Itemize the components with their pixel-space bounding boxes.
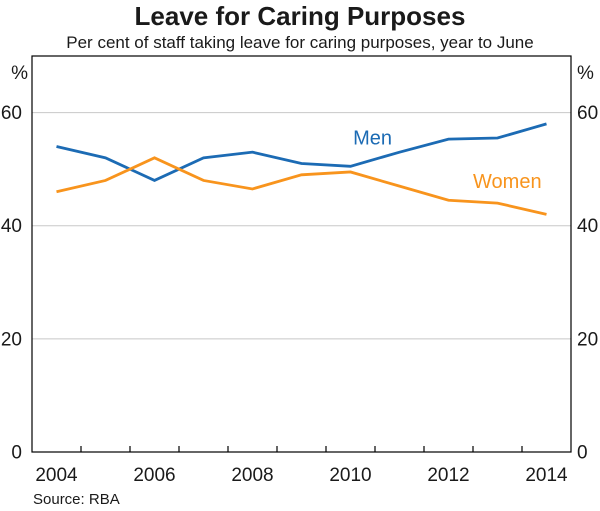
chart-subtitle: Per cent of staff taking leave for carin… bbox=[66, 33, 534, 52]
y-axis-label-right: 40 bbox=[577, 216, 598, 237]
y-axis-label-left: 40 bbox=[1, 216, 22, 237]
chart-title: Leave for Caring Purposes bbox=[134, 1, 466, 31]
percent-label-right: % bbox=[577, 63, 594, 84]
men-line bbox=[56, 122, 547, 182]
men-label: Men bbox=[353, 127, 392, 149]
y-axis-label-left: 0 bbox=[11, 443, 22, 464]
x-axis-label: 2006 bbox=[133, 465, 175, 486]
women-label: Women bbox=[473, 171, 542, 193]
plot-border bbox=[31, 55, 572, 453]
y-axis-label-right: 60 bbox=[577, 103, 598, 124]
y-axis-label-right: 0 bbox=[577, 443, 588, 464]
x-axis-label: 2012 bbox=[427, 465, 469, 486]
women-line bbox=[56, 156, 547, 216]
y-axis-label-left: 20 bbox=[1, 329, 22, 350]
y-axis-label-left: 60 bbox=[1, 103, 22, 124]
source-note: Source: RBA bbox=[33, 491, 120, 508]
y-axis-label-right: 20 bbox=[577, 329, 598, 350]
percent-label-left: % bbox=[11, 63, 28, 84]
x-axis-label: 2008 bbox=[231, 465, 273, 486]
x-axis-label: 2010 bbox=[329, 465, 371, 486]
x-axis-label: 2004 bbox=[35, 465, 78, 486]
x-axis-label: 2014 bbox=[525, 465, 568, 486]
